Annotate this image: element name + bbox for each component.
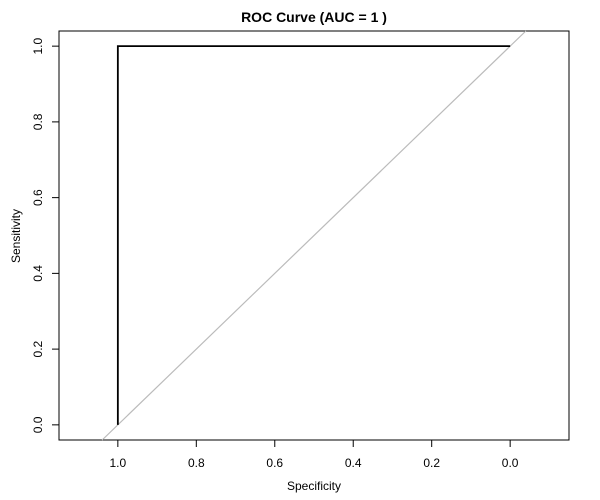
y-tick-label: 0.6 [31,189,45,206]
x-tick-label: 0.0 [502,456,519,470]
reference-diagonal-line [101,30,527,441]
x-tick-label: 0.4 [345,456,362,470]
x-tick-label: 0.6 [266,456,283,470]
y-axis-title: Sensitivity [9,209,23,263]
y-tick-label: 0.2 [31,340,45,357]
x-tick-label: 0.8 [188,456,205,470]
y-tick-label: 0.0 [31,416,45,433]
x-axis-title: Specificity [287,479,341,493]
x-tick-label: 1.0 [110,456,127,470]
y-tick-label: 1.0 [31,37,45,54]
x-tick-label: 0.2 [423,456,440,470]
chart-title: ROC Curve (AUC = 1 ) [241,9,387,25]
y-tick-label: 0.4 [31,265,45,282]
plot-layer [101,30,527,441]
x-axis: 1.0 0.8 0.6 0.4 0.2 0.0 [110,439,519,470]
y-tick-label: 0.8 [31,113,45,130]
y-axis: 0.0 0.2 0.4 0.6 0.8 1.0 [31,37,60,433]
roc-curve-line [116,45,511,425]
